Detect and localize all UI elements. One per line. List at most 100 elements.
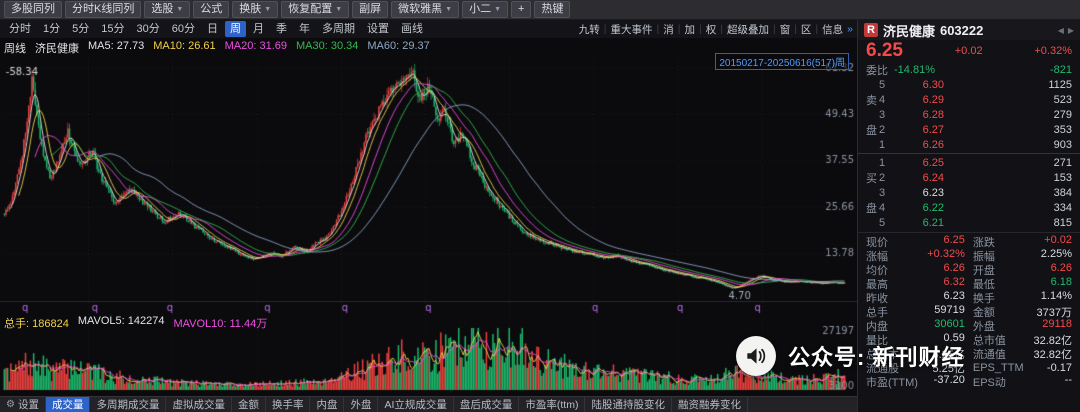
settings-tab[interactable]: ⚙ 设置 [0,397,46,412]
tool-button-6[interactable]: 窗 [779,23,791,36]
separator: | [720,23,723,35]
bottom-tab-7[interactable]: AI立规成交量 [378,397,454,412]
stat-value: -37.20 [933,374,965,386]
tool-button-1[interactable]: 重大事件 [610,23,653,36]
period-button-11[interactable]: 多周期 [322,23,355,35]
tool-button-0[interactable]: 九转 [578,23,600,36]
menu-button-0[interactable]: 多股同列 [4,1,62,18]
ask-row-1[interactable]: 1 6.26 903 [858,137,1080,152]
bottom-tab-1[interactable]: 多周期成交量 [90,397,167,412]
orderbook-divider [858,153,1080,154]
menu-button-label: 小二 [469,3,492,15]
period-button-4[interactable]: 30分 [136,23,160,35]
bid-row-2[interactable]: 买 2 6.24 153 [858,170,1080,185]
stats-row-5: 总手 59719 金额 3737万 [858,304,1080,319]
order-level: 4 [879,201,886,214]
quote-stats: 现价 6.25 涨跌 +0.02 涨幅 +0.32% 振幅 2.25% 均价 6.26 开盘 6.26… [858,232,1080,389]
menu-button-1[interactable]: 分时K线同列 [65,1,142,18]
period-button-13[interactable]: 画线 [401,23,423,35]
period-button-9[interactable]: 季 [276,23,287,35]
tool-button-2[interactable]: 消 [663,23,674,36]
stat-label: 外盘 [972,321,995,333]
quote-panel: R 济民健康 603222 ◀ ▶ 6.25 +0.02 +0.32% 委比 -… [857,20,1080,412]
period-button-3[interactable]: 15分 [101,23,125,35]
menu-button-label: 恢复配置 [288,3,333,15]
period-button-0[interactable]: 分时 [9,23,31,35]
stat-label: 金额 [972,307,995,319]
expand-panel-icon[interactable]: » [847,23,853,35]
menu-button-6[interactable]: 副屏 [352,1,389,18]
order-volume: 523 [1053,93,1072,106]
period-button-7[interactable]: 周 [225,21,246,37]
weicha-value: -821 [1049,63,1072,76]
bottom-tab-5[interactable]: 内盘 [310,397,345,412]
stat-value: 6.25 [943,234,965,246]
menu-button-9[interactable]: + [511,1,532,18]
stat-value: 32.82亿 [1033,349,1072,361]
date-range-badge[interactable]: 20150217-20250616(517)周 [715,53,849,70]
stat-value: 6.18 [1050,276,1072,288]
order-level: 3 [879,186,886,199]
period-toolbar: 分时 1分 5分 15分 30分 60分日周月季年多周期 设置 画线 九转 | 重大事件 | 消 | 加 |… [0,20,857,38]
menu-button-2[interactable]: 选股 ▼ [144,1,191,18]
ma-value-2: MA20: 31.69 [224,40,288,52]
chevron-down-icon: ▼ [335,6,343,13]
order-price: 6.28 [922,108,944,121]
menu-button-7[interactable]: 微软雅黑 ▼ [391,1,460,18]
tool-button-5[interactable]: 超级叠加 [726,23,769,36]
menu-button-3[interactable]: 公式 [193,1,230,18]
stat-value: +0.32% [927,248,965,260]
period-button-10[interactable]: 年 [299,23,310,35]
bottom-tab-3[interactable]: 金额 [232,397,266,412]
kline-chart-canvas[interactable] [0,38,857,396]
order-price: 6.27 [922,123,944,136]
prev-stock-icon[interactable]: ◀ [1057,25,1064,35]
tool-button-3[interactable]: 加 [684,23,695,36]
period-button-8[interactable]: 月 [253,23,264,35]
stat-label: 昨收 [866,293,888,305]
bid-row-3[interactable]: 3 6.23 384 [858,185,1080,200]
ask-row-3[interactable]: 3 6.28 279 [858,107,1080,122]
main-menu-bar: 多股同列 分时K线同列 选股 ▼ 公式 换肤 ▼ 恢复配置 ▼ 副屏 微软雅黑 ▼ 小二 ▼ + 热键 [0,0,1080,20]
bid-row-5[interactable]: 5 6.21 815 [858,215,1080,230]
bottom-tab-6[interactable]: 外盘 [344,397,379,412]
bottom-tab-0[interactable]: 成交量 [45,397,91,412]
menu-button-8[interactable]: 小二 ▼ [462,1,509,18]
tool-button-8[interactable]: 信息 [822,23,844,36]
ask-row-5[interactable]: 5 6.30 1125 [858,77,1080,92]
order-price: 6.24 [922,171,944,184]
tool-button-7[interactable]: 区 [800,23,812,36]
bottom-tab-4[interactable]: 换手率 [266,397,311,412]
order-price: 6.22 [922,201,944,214]
bid-row-1[interactable]: 1 6.25 271 [858,155,1080,170]
period-button-1[interactable]: 1分 [43,23,61,35]
ask-row-4[interactable]: 卖 4 6.29 523 [858,92,1080,107]
menu-button-5[interactable]: 恢复配置 ▼ [281,1,350,18]
ask-row-2[interactable]: 盘 2 6.27 353 [858,122,1080,137]
chart-period-label[interactable]: 周线 [4,43,26,55]
bottom-tab-11[interactable]: 融资融券变化 [672,397,748,412]
menu-button-4[interactable]: 换肤 ▼ [232,1,279,18]
period-button-2[interactable]: 5分 [72,23,90,35]
bottom-tab-2[interactable]: 虚拟成交量 [166,397,232,412]
order-level: 3 [879,108,886,121]
chart-region: 周线 济民健康 MA5: 27.73 MA10: 26.61 MA20: 31.69… [0,38,857,396]
chart-stock-name: 济民健康 [35,43,79,55]
chevron-down-icon: ▼ [445,6,453,13]
period-button-12[interactable]: 设置 [367,23,389,35]
period-button-6[interactable]: 日 [207,23,218,35]
stats-row-7: 量比 0.59 总市值 32.82亿 [858,332,1080,347]
bid-row-4[interactable]: 盘 4 6.22 334 [858,200,1080,215]
tool-button-4[interactable]: 权 [705,23,717,36]
period-button-5[interactable]: 60分 [171,23,195,35]
bottom-tab-9[interactable]: 市盈率(ttm) [519,397,586,412]
order-level: 1 [879,156,886,169]
bottom-tab-8[interactable]: 盘后成交量 [454,397,520,412]
vol-indicator-1: MAVOL5: 142274 [77,315,165,327]
next-stock-icon[interactable]: ▶ [1067,25,1074,35]
ma-value-3: MA30: 30.34 [296,40,359,52]
bottom-tab-10[interactable]: 陆股通持股变化 [585,397,672,412]
chevron-down-icon: ▼ [176,6,184,13]
menu-button-label: 公式 [200,3,223,15]
menu-button-10[interactable]: 热键 [534,1,571,18]
